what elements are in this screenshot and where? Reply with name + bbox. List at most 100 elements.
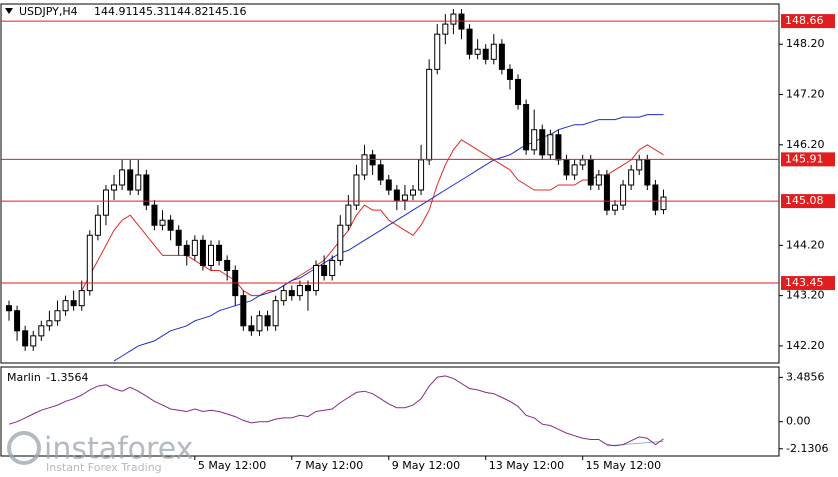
- candle-body: [555, 134, 562, 161]
- level-label-box: [781, 276, 835, 291]
- candle-body: [628, 169, 635, 186]
- candle-body: [418, 159, 425, 191]
- high: 145.31: [132, 5, 171, 18]
- candle-body: [183, 244, 190, 256]
- candle-body: [86, 234, 93, 292]
- candle-body: [151, 204, 158, 226]
- level-label: 143.45: [785, 276, 824, 289]
- candle-body: [313, 264, 320, 292]
- candle-body: [296, 285, 303, 297]
- candle-body: [94, 214, 101, 236]
- candle-body: [54, 310, 61, 322]
- low: 144.82: [170, 5, 209, 18]
- candle-body: [127, 169, 134, 191]
- candle-body: [466, 28, 473, 55]
- watermark: instaforex Instant Forex Trading: [7, 431, 193, 474]
- x-tick-label: 15 May 12:00: [586, 459, 661, 472]
- y-tick-label: 147.20: [786, 88, 825, 101]
- indicator-line: [8, 375, 664, 447]
- candle-body: [426, 68, 433, 161]
- candle-body: [434, 33, 441, 70]
- candle-body: [377, 164, 384, 181]
- candle-body: [531, 129, 538, 151]
- candle-body: [256, 315, 263, 332]
- y-tick-label: 144.20: [786, 238, 825, 251]
- watermark-tagline: Instant Forex Trading: [46, 461, 162, 474]
- candle-body: [159, 219, 166, 226]
- watermark-brand: instaforex: [44, 432, 193, 467]
- candle-body: [143, 174, 150, 206]
- candle-body: [199, 239, 206, 266]
- x-tick-label: 13 May 12:00: [489, 459, 564, 472]
- moving-average: [113, 114, 664, 362]
- candle-body: [208, 244, 214, 266]
- candle-body: [410, 189, 416, 196]
- candle-body: [660, 196, 667, 211]
- candle-body: [636, 159, 643, 171]
- candle-body: [652, 184, 659, 211]
- candle-body: [523, 104, 530, 151]
- candle-body: [288, 290, 295, 297]
- candle-body: [216, 244, 223, 261]
- close: 145.16: [208, 5, 247, 18]
- candle-body: [474, 48, 481, 55]
- candle-body: [401, 194, 408, 201]
- candle-body: [450, 13, 457, 25]
- candle-body: [321, 264, 328, 277]
- y-tick-label: 143.20: [786, 289, 825, 302]
- candle-body: [482, 48, 489, 60]
- candle-body: [119, 169, 126, 186]
- x-tick-label: 9 May 12:00: [392, 459, 460, 472]
- candle-body: [393, 189, 400, 201]
- candle-body: [369, 154, 376, 166]
- candle-body: [353, 174, 360, 206]
- candle-body: [539, 129, 546, 156]
- candle-body: [175, 229, 182, 246]
- y-tick-label: 0.00: [786, 415, 811, 428]
- collapse-arrow[interactable]: [5, 8, 13, 14]
- candle-body: [506, 68, 513, 80]
- candle-body: [490, 43, 497, 60]
- x-tick-label: 7 May 12:00: [295, 459, 363, 472]
- y-tick-label: 146.20: [786, 138, 825, 151]
- level-label-box: [781, 152, 835, 167]
- candle-body: [571, 164, 578, 176]
- candle-body: [458, 13, 465, 30]
- watermark-logo: [7, 431, 41, 465]
- x-tick-label: 5 May 12:00: [198, 459, 266, 472]
- indicator-value: -1.3564: [46, 371, 88, 384]
- candle-body: [14, 310, 21, 332]
- candle-body: [515, 78, 522, 106]
- candle-body: [70, 300, 77, 307]
- candle-body: [30, 335, 37, 347]
- candle-body: [272, 300, 279, 327]
- level-label-box: [781, 194, 835, 209]
- candle-body: [62, 300, 69, 312]
- candle-body: [280, 290, 287, 302]
- candle-body: [167, 219, 174, 231]
- candle-body: [102, 189, 109, 216]
- candle-body: [329, 259, 336, 277]
- candle-body: [603, 174, 610, 211]
- candle-body: [240, 295, 247, 327]
- candle-body: [345, 204, 352, 226]
- candle-body: [620, 184, 627, 206]
- candle-body: [224, 259, 231, 271]
- candle-body: [587, 159, 594, 186]
- candle-body: [135, 174, 142, 191]
- level-label: 148.66: [785, 14, 824, 27]
- level-label: 145.91: [785, 152, 824, 165]
- candle-body: [46, 320, 53, 327]
- candle-body: [361, 154, 368, 176]
- indicator-panel: [0, 366, 780, 457]
- y-tick-label: 148.20: [786, 37, 825, 50]
- y-tick-label: -2.1306: [786, 442, 828, 455]
- level-label: 145.08: [785, 194, 824, 207]
- candle-body: [22, 330, 29, 347]
- symbol: USDJPY,H4: [19, 5, 78, 18]
- level-label-box: [781, 14, 835, 29]
- candle-body: [6, 305, 12, 312]
- candle-body: [644, 159, 651, 186]
- candle-body: [612, 204, 618, 211]
- candle-body: [547, 134, 554, 156]
